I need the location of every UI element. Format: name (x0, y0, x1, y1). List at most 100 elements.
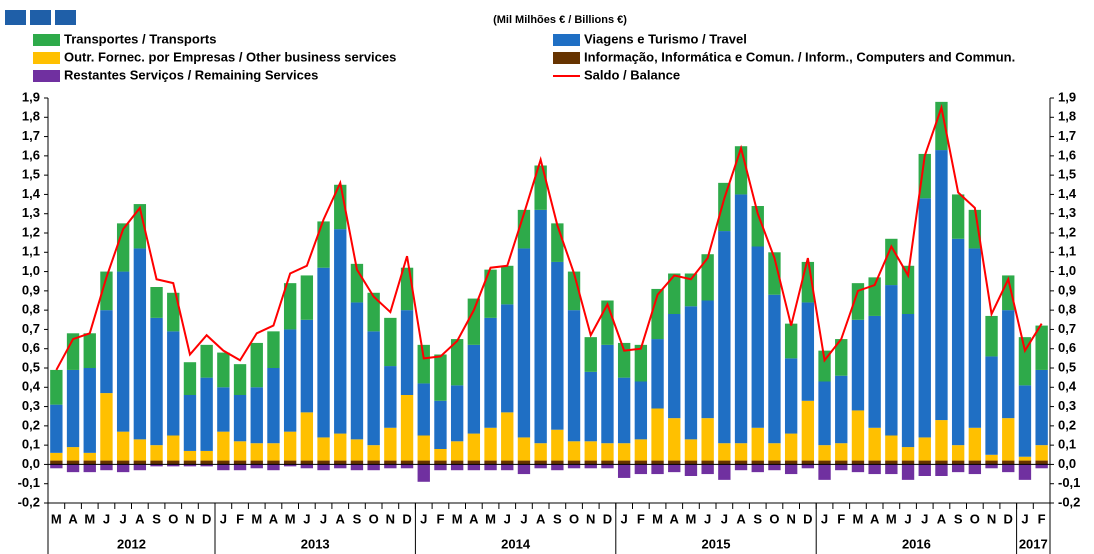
bar (467, 298, 481, 345)
y-tick-label: 1,4 (22, 186, 41, 201)
bar (1002, 460, 1015, 465)
bar (534, 464, 547, 469)
x-tick-label: O (769, 511, 779, 526)
bar (484, 427, 497, 461)
bar (484, 460, 497, 465)
bar (868, 315, 881, 428)
bar (501, 304, 514, 413)
bar (835, 375, 848, 444)
bar (350, 464, 364, 471)
bar (584, 337, 597, 372)
x-tick-label: F (436, 511, 444, 526)
bar (784, 323, 798, 359)
bar (801, 400, 815, 461)
bar (801, 460, 815, 465)
y-tick-label: 0,1 (22, 437, 40, 452)
bar (116, 464, 130, 473)
y-tick-label: 1,6 (22, 147, 40, 162)
bar (651, 460, 664, 465)
y-tick-label: 1,8 (22, 109, 40, 124)
legend-swatch (553, 34, 580, 46)
bar (434, 464, 447, 471)
x-tick-label: A (469, 511, 479, 526)
bar (317, 464, 330, 471)
bar (584, 441, 597, 461)
legend-swatch (33, 70, 60, 82)
bar (668, 418, 681, 461)
bar (684, 460, 698, 465)
bar (818, 445, 831, 461)
x-tick-label: M (452, 511, 463, 526)
bar (567, 460, 581, 465)
x-tick-label: D (202, 511, 211, 526)
bar (584, 371, 597, 442)
legend-label: Informação, Informática e Comun. / Infor… (584, 49, 1015, 64)
bar (885, 435, 898, 461)
bar (167, 331, 180, 436)
bar (668, 464, 681, 473)
bar (951, 464, 965, 473)
bar (1002, 418, 1015, 461)
legend-label: Transportes / Transports (64, 31, 216, 46)
x-tick-label: O (970, 511, 980, 526)
bar (1018, 385, 1032, 457)
bar (784, 358, 798, 434)
x-tick-label: F (236, 511, 244, 526)
x-tick-label: D (603, 511, 612, 526)
bar (534, 165, 547, 210)
bar (701, 418, 714, 461)
bar (384, 460, 397, 465)
bar (150, 464, 163, 467)
bar (367, 331, 380, 446)
bar (66, 464, 80, 473)
bar (1018, 464, 1032, 480)
bar (183, 395, 197, 451)
bar (434, 400, 447, 449)
bar (434, 354, 447, 401)
x-tick-label: S (954, 511, 963, 526)
bar (317, 460, 330, 465)
bar (66, 447, 80, 461)
bar (551, 460, 564, 465)
bar (985, 315, 998, 357)
y-tick-label: -0,1 (18, 475, 40, 490)
bar (167, 292, 180, 332)
year-label: 2015 (702, 536, 731, 551)
bar (801, 464, 815, 469)
y-tick-label: 1,0 (22, 263, 40, 278)
y-tick-label: 0,7 (22, 321, 40, 336)
bar (250, 342, 263, 388)
x-tick-label: M (652, 511, 663, 526)
x-tick-label: N (586, 511, 595, 526)
bar (801, 302, 815, 401)
x-tick-label: A (937, 511, 947, 526)
bar (734, 464, 748, 471)
bar (551, 464, 564, 471)
year-label: 2013 (301, 536, 330, 551)
bar (751, 464, 764, 473)
bar (601, 344, 614, 444)
bar (501, 265, 514, 305)
legend-label: Saldo / Balance (584, 67, 680, 82)
bar (384, 427, 397, 461)
x-tick-label: A (269, 511, 279, 526)
y-tick-label: 0,6 (22, 340, 40, 355)
x-tick-label: M (485, 511, 496, 526)
bar (868, 464, 881, 475)
bar (684, 306, 698, 440)
bar (567, 464, 581, 469)
bar (634, 344, 648, 382)
bar (384, 366, 397, 428)
x-tick-label: M (84, 511, 95, 526)
bar (818, 350, 831, 382)
bar (200, 460, 213, 465)
bar (718, 182, 731, 232)
year-label: 2017 (1019, 536, 1048, 551)
bar (818, 460, 831, 465)
bar (133, 460, 147, 465)
bar (417, 383, 430, 436)
legend-label: Viagens e Turismo / Travel (584, 31, 747, 46)
bar (718, 443, 731, 461)
bar (601, 443, 614, 461)
bar (367, 445, 380, 461)
